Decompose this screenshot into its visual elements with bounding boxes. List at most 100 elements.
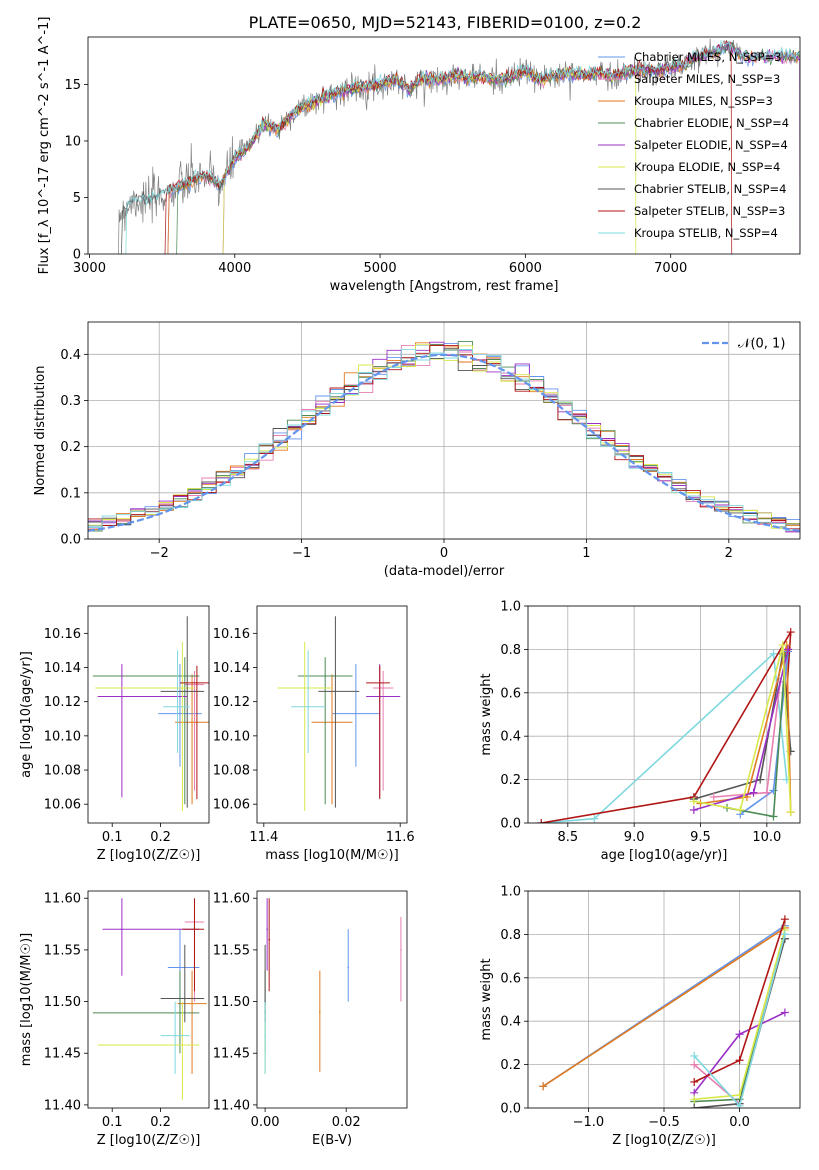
y-tick-label: 10.16	[213, 627, 250, 642]
y-tick-label: 10.10	[213, 729, 250, 744]
x-tick-label: 8.5	[557, 830, 578, 845]
plot-area	[539, 915, 789, 1108]
point-salpeter_miles	[382, 687, 384, 689]
legend-label-salpeter_elodie: Salpeter ELODIE, N_SSP=4	[634, 138, 788, 152]
y-axis-label: Flux [f_λ 10^-17 erg cm^-2 s^-1 A^-1]	[37, 17, 52, 275]
weight-marker-kroupa_stelib	[769, 649, 778, 658]
point-chabrier_stelib	[184, 997, 186, 1000]
point-chabrier_miles	[355, 712, 357, 715]
weight-marker-kroupa_elodie	[786, 808, 795, 817]
x-tick-label: 0	[440, 546, 448, 561]
x-axis-label: E(B-V)	[312, 1133, 352, 1148]
y-axis-label: mass weight	[479, 673, 494, 755]
legend-label-kroupa_elodie: Kroupa ELODIE, N_SSP=4	[634, 160, 780, 174]
y-tick-label: 10	[64, 134, 81, 149]
y-axis-label: mass [log10(M/M☉)]	[19, 933, 34, 1066]
weight-marker-chabrier_elodie	[769, 812, 778, 821]
y-tick-label: 0.3	[60, 394, 81, 409]
legend-label-chabrier_stelib: Chabrier STELIB, N_SSP=4	[634, 182, 786, 196]
y-tick-label: 0.8	[500, 928, 521, 943]
weight-marker-kroupa_elodie	[690, 1095, 699, 1104]
x-axis-label: wavelength [Angstrom, rest frame]	[330, 279, 559, 294]
y-tick-label: 10.12	[44, 695, 81, 710]
x-axis-label: Z [log10(Z/Z☉)]	[97, 1133, 201, 1148]
plot-area	[264, 898, 402, 1074]
x-axis-label: Z [log10(Z/Z☉)]	[97, 848, 201, 863]
point-salpeter_stelib	[378, 682, 381, 684]
axes-frame	[87, 605, 210, 824]
point-kroupa_stelib	[307, 706, 309, 708]
x-tick-label: 3000	[73, 261, 106, 276]
weight-marker-salpeter_elodie	[780, 1008, 789, 1017]
point-kroupa_stelib	[174, 1034, 176, 1037]
point-chabrier_miles	[347, 966, 350, 969]
axes-frame	[256, 605, 408, 824]
y-tick-label: 0.0	[60, 533, 81, 548]
legend-label-kroupa_miles: Kroupa MILES, N_SSP=3	[634, 94, 773, 108]
axes-frame	[256, 890, 408, 1109]
point-kroupa_elodie	[181, 1044, 184, 1046]
age-vs-metallicity-panel: 0.1 0.2 10.06 10.08 10.10 10.12 10.14 10.16 Z [l…	[19, 605, 210, 863]
weight-marker-salpeter_stelib	[735, 1056, 744, 1065]
point-salpeter_elodie	[266, 928, 268, 931]
point-salpeter_miles	[193, 683, 196, 686]
x-tick-label: −0.5	[648, 1115, 680, 1130]
weight-marker-salpeter_elodie	[784, 645, 793, 654]
legend-label-salpeter_miles: Salpeter MILES, N_SSP=3	[634, 72, 780, 86]
legend-label-chabrier_miles: Chabrier MILES, N_SSP=3	[634, 50, 781, 64]
x-axis-label: (data-model)/error	[384, 564, 505, 579]
y-tick-label: 11.50	[213, 995, 250, 1010]
x-tick-label: 9.0	[624, 830, 645, 845]
point-chabrier_stelib	[334, 690, 337, 693]
weight-marker-kroupa_elodie	[689, 797, 698, 806]
weight-marker-salpeter_elodie	[749, 788, 758, 797]
x-tick-label: 1	[582, 546, 590, 561]
point-chabrier_miles	[179, 712, 181, 715]
y-tick-label: 11.55	[44, 943, 81, 958]
y-tick-label: 0.6	[500, 971, 521, 986]
plot-area	[118, 38, 800, 254]
weight-line-kroupa_miles	[700, 644, 792, 813]
normal-distribution-curve	[88, 353, 800, 532]
plot-area	[88, 340, 800, 533]
plot-area	[92, 616, 209, 812]
y-tick-label: 11.40	[44, 1098, 81, 1113]
weight-vs-age-panel: 8.5 9.0 9.5 10.0 0.0 0.2 0.4 0.6 0.8 1.0 age [log1…	[479, 600, 801, 863]
y-tick-label: 11.40	[213, 1098, 250, 1113]
y-tick-label: 15	[64, 78, 81, 93]
weight-marker-salpeter_elodie	[689, 805, 698, 814]
x-tick-label: 11.4	[249, 830, 278, 845]
point-chabrier_elodie	[324, 675, 326, 677]
y-tick-label: 0.2	[60, 440, 81, 455]
point-salpeter_stelib	[196, 682, 198, 684]
point-kroupa_stelib	[176, 706, 179, 708]
y-tick-label: 10.10	[44, 729, 81, 744]
axes-frame	[87, 890, 210, 1109]
weight-marker-chabrier_stelib	[690, 1104, 699, 1108]
legend-label-normal: 𝒩(0, 1)	[738, 337, 785, 352]
axes-frame	[527, 605, 801, 824]
point-chabrier_elodie	[179, 1012, 181, 1014]
x-tick-label: 10.0	[752, 830, 781, 845]
x-tick-label: 6000	[509, 261, 542, 276]
point-salpeter_stelib	[268, 938, 270, 941]
weight-marker-kroupa_miles	[539, 1082, 548, 1091]
x-tick-label: 9.5	[690, 830, 711, 845]
weight-marker-kroupa_elodie	[778, 641, 787, 650]
x-tick-label: 0.1	[102, 1115, 123, 1130]
x-tick-label: 7000	[654, 261, 687, 276]
y-tick-label: 0.0	[500, 1102, 521, 1117]
y-tick-label: 11.45	[213, 1047, 250, 1062]
point-kroupa_elodie	[303, 687, 306, 689]
point-salpeter_miles	[400, 949, 402, 951]
y-tick-label: 0.4	[60, 348, 81, 363]
weight-marker-salpeter_miles	[690, 1060, 699, 1069]
point-kroupa_miles	[191, 1002, 193, 1005]
y-tick-label: 11.50	[44, 995, 81, 1010]
weight-marker-salpeter_elodie	[735, 1030, 744, 1039]
y-tick-label: 10.06	[213, 798, 250, 813]
y-tick-label: 0.4	[500, 1015, 521, 1030]
y-tick-label: 0.1	[60, 486, 81, 501]
weight-vs-metallicity-panel: −1.0 −0.5 0.0 0.0 0.2 0.4 0.6 0.8 1.0 Z [log10(Z/…	[479, 885, 801, 1148]
y-tick-label: 10.14	[44, 661, 81, 676]
